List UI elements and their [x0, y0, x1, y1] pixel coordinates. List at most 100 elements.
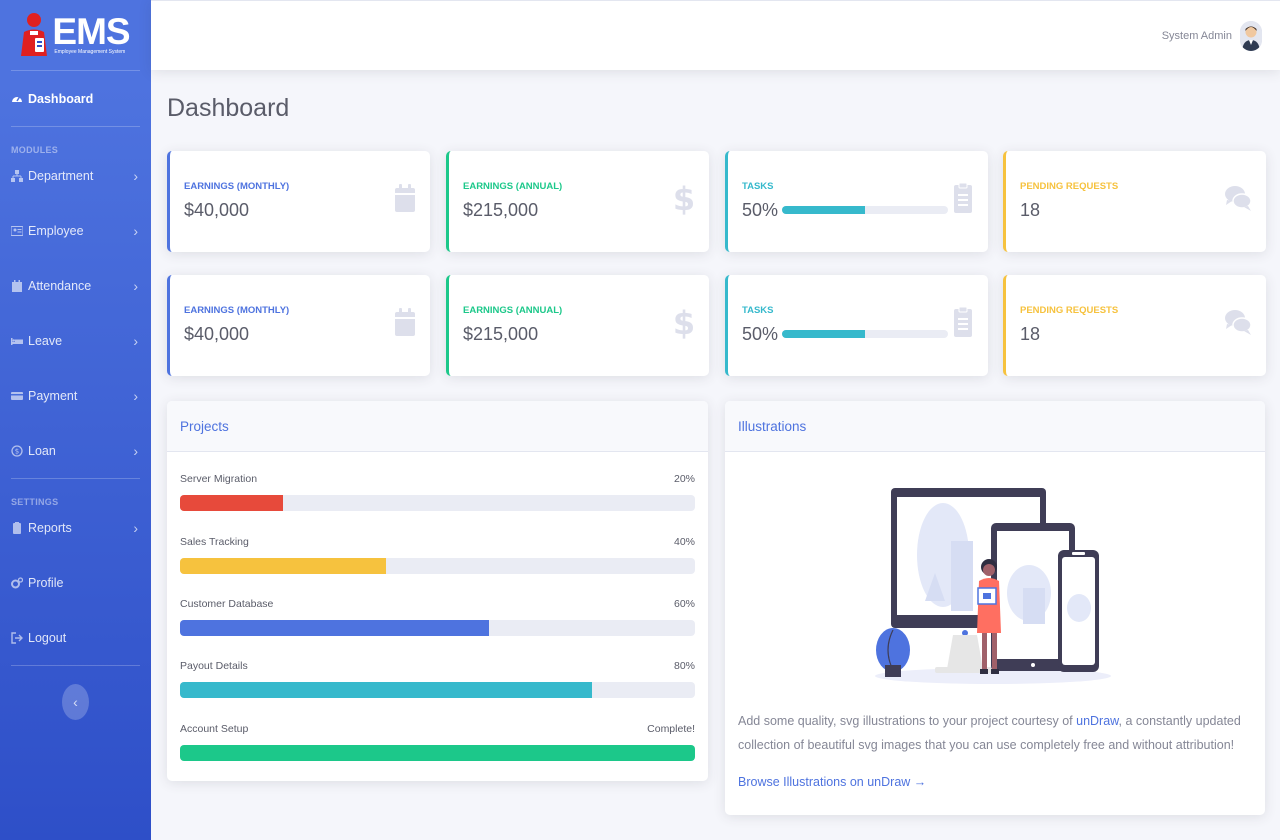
calendar-icon — [11, 279, 23, 292]
project-status: 40% — [673, 536, 695, 548]
sitemap-icon — [11, 169, 23, 182]
sidebar-item-label: Employee — [28, 223, 84, 238]
project-status: 80% — [673, 660, 695, 672]
sidebar-item-label: Logout — [28, 630, 67, 645]
stat-card-pending-requests: Pending Requests 18 — [1003, 151, 1266, 252]
sidebar-item-label: Dashboard — [28, 91, 94, 106]
browse-illustrations-link[interactable]: Browse Illustrations on unDraw → — [738, 775, 927, 789]
project-progress-fill — [180, 745, 695, 761]
sidebar-item-label: Attendance — [28, 278, 92, 293]
project-item: Server Migration 20% — [180, 473, 695, 511]
sidebar-item-attendance[interactable]: Attendance › — [0, 258, 151, 313]
sidebar-item-logout[interactable]: Logout — [0, 610, 151, 665]
svg-text:$: $ — [674, 305, 694, 339]
dollar-icon: $ — [673, 181, 695, 215]
user-name: System Admin — [1161, 30, 1232, 42]
stat-label: Pending Requests — [1020, 181, 1119, 192]
tasks-progress-fill — [782, 206, 865, 214]
brand-subtitle: Employee Management System — [54, 48, 126, 55]
main-content: Dashboard Earnings (Monthly) $40,000 Ear… — [151, 70, 1280, 840]
employee-figure-icon — [21, 12, 51, 58]
sidebar-heading-modules: MODULES — [11, 145, 59, 155]
avatar — [1240, 21, 1262, 51]
calendar-icon — [394, 305, 416, 339]
sidebar-item-leave[interactable]: Leave › — [0, 313, 151, 368]
stat-value: 18 — [1020, 324, 1041, 344]
chevron-right-icon: › — [133, 519, 138, 536]
comments-icon — [1224, 181, 1252, 215]
project-status: Complete! — [647, 723, 695, 735]
stat-card-earnings-annual: Earnings (Annual) $215,000 $ — [446, 275, 709, 376]
sidebar-item-loan[interactable]: $ Loan › — [0, 423, 151, 478]
chevron-right-icon: › — [133, 332, 138, 349]
project-name: Account Setup — [180, 723, 249, 735]
stat-label: Earnings (Monthly) — [184, 305, 290, 316]
illustrations-text-after: , a constantly updated collection of bea… — [738, 714, 1241, 752]
stat-card-earnings-monthly: Earnings (Monthly) $40,000 — [167, 275, 430, 376]
clipboard-icon — [952, 181, 974, 215]
sidebar-divider — [11, 665, 140, 666]
project-item: Payout Details 80% — [180, 660, 695, 698]
sidebar-item-payment[interactable]: Payment › — [0, 368, 151, 423]
comments-icon — [1224, 305, 1252, 339]
project-progress-bar — [180, 620, 695, 636]
project-progress-fill — [180, 558, 386, 574]
sidebar-item-label: Department — [28, 168, 94, 183]
sidebar-item-profile[interactable]: Profile — [0, 555, 151, 610]
id-card-icon — [11, 225, 23, 237]
stat-value: 50% — [742, 200, 779, 220]
stat-label: Tasks — [742, 181, 774, 192]
project-progress-bar — [180, 682, 695, 698]
credit-card-icon — [11, 390, 23, 402]
stat-label: Earnings (Annual) — [463, 305, 563, 316]
project-item: Sales Tracking 40% — [180, 536, 695, 574]
dollar-icon: $ — [673, 305, 695, 339]
projects-card-title: Projects — [167, 401, 708, 452]
user-dropdown[interactable]: System Admin — [1162, 21, 1262, 51]
sidebar-item-label: Payment — [28, 388, 78, 403]
project-progress-bar — [180, 495, 695, 511]
stat-card-earnings-annual: Earnings (Annual) $215,000 $ — [446, 151, 709, 252]
stat-value: 18 — [1020, 200, 1041, 220]
sidebar-item-label: Profile — [28, 575, 64, 590]
stat-label: Pending Requests — [1020, 305, 1119, 316]
cogs-icon — [11, 576, 23, 589]
project-status: 20% — [673, 473, 695, 485]
stat-card-pending-requests: Pending Requests 18 — [1003, 275, 1266, 376]
illustrations-description: Add some quality, svg illustrations to y… — [738, 709, 1247, 757]
tachometer-icon — [11, 93, 23, 105]
sidebar-toggle-button[interactable]: ‹ — [62, 684, 89, 720]
undraw-link[interactable]: unDraw — [1076, 714, 1119, 728]
projects-card: Projects Server Migration 20% Sales Track… — [167, 401, 708, 781]
sidebar-item-label: Leave — [28, 333, 63, 348]
calendar-icon — [394, 181, 416, 215]
stat-label: Tasks — [742, 305, 774, 316]
stat-value: $40,000 — [184, 200, 250, 220]
clipboard-icon — [952, 305, 974, 339]
stat-value: $215,000 — [463, 200, 539, 220]
project-item: Customer Database 60% — [180, 598, 695, 636]
illustrations-card-title: Illustrations — [725, 401, 1265, 452]
stat-value: $215,000 — [463, 324, 539, 344]
project-name: Payout Details — [180, 660, 248, 672]
project-name: Server Migration — [180, 473, 258, 485]
chevron-right-icon: › — [133, 442, 138, 459]
project-progress-bar — [180, 558, 695, 574]
chevron-right-icon: › — [133, 277, 138, 294]
topbar: System Admin — [151, 0, 1280, 70]
sidebar-item-employee[interactable]: Employee › — [0, 203, 151, 258]
coin-icon: $ — [11, 444, 23, 457]
project-progress-fill — [180, 682, 592, 698]
sidebar-divider — [11, 126, 140, 127]
tasks-progress-bar — [782, 206, 948, 214]
project-progress-bar — [180, 745, 695, 761]
project-progress-fill — [180, 620, 489, 636]
brand-logo[interactable]: EMS Employee Management System — [0, 0, 151, 70]
stat-label: Earnings (Monthly) — [184, 181, 290, 192]
sidebar-item-reports[interactable]: Reports › — [0, 500, 151, 555]
chevron-right-icon: › — [133, 222, 138, 239]
stat-card-tasks: Tasks 50% — [725, 151, 988, 252]
sidebar-item-department[interactable]: Department › — [0, 148, 151, 203]
sidebar-item-dashboard[interactable]: Dashboard — [0, 71, 151, 126]
stat-card-tasks: Tasks 50% — [725, 275, 988, 376]
